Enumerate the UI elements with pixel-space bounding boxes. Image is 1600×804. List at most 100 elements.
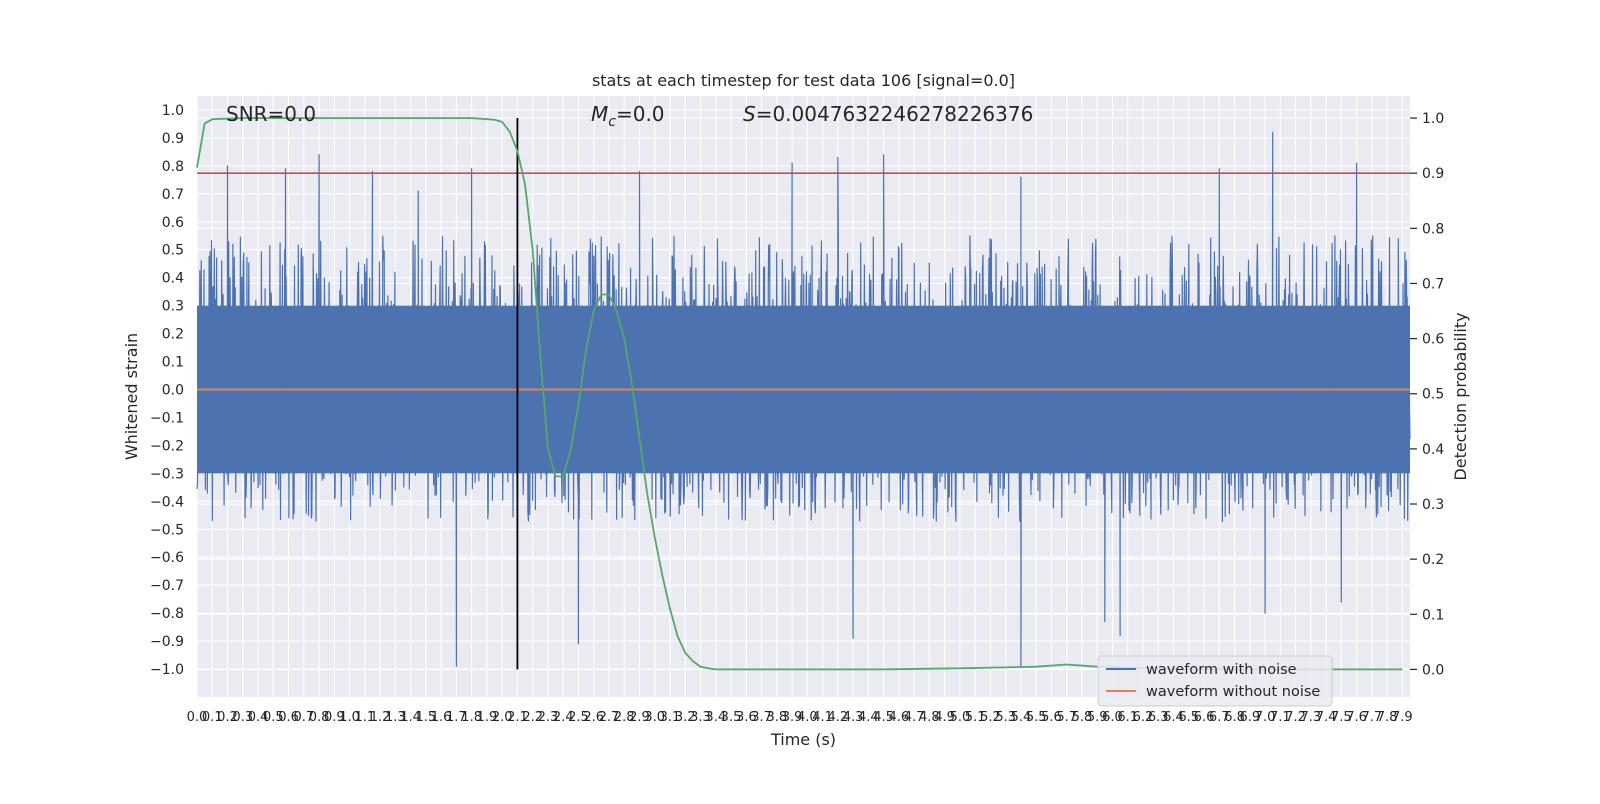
x-tick-label: 0.8 — [309, 710, 330, 725]
x-tick-label: 5.5 — [1026, 710, 1047, 725]
x-tick-label: 6.5 — [1178, 710, 1199, 725]
x-tick-label: 7.5 — [1331, 710, 1352, 725]
x-axis-label: Time (s) — [770, 730, 836, 749]
y-axis-label: Whitened strain — [122, 333, 141, 460]
y2-tick-label: 0.7 — [1422, 276, 1444, 292]
y-tick-label: 0.1 — [162, 355, 184, 371]
chirp-mass-annotation: Mc=0.0 — [591, 102, 665, 130]
x-tick-label: 5.1 — [965, 710, 986, 725]
y2-tick-label: 0.8 — [1422, 221, 1444, 237]
snr-annotation: SNR=0.0 — [226, 102, 316, 126]
s-statistic-symbol: S — [743, 102, 756, 126]
x-tick-label: 7.7 — [1362, 710, 1383, 725]
x-axis-ticks: 0.00.10.20.30.40.50.60.70.80.91.01.11.21… — [187, 710, 1413, 725]
x-tick-label: 7.6 — [1346, 710, 1367, 725]
y-tick-label: −0.2 — [150, 438, 184, 454]
s-statistic-value: =0.0047632246278226376 — [756, 102, 1034, 126]
x-tick-label: 4.8 — [919, 710, 940, 725]
x-tick-label: 6.8 — [1224, 710, 1245, 725]
x-tick-label: 0.0 — [187, 710, 208, 725]
x-tick-label: 1.1 — [354, 710, 375, 725]
x-tick-label: 4.2 — [827, 710, 848, 725]
legend-label-waveform-without-noise: waveform without noise — [1146, 684, 1320, 700]
x-tick-label: 3.5 — [721, 710, 742, 725]
x-tick-label: 0.7 — [293, 710, 314, 725]
y2-tick-label: 0.1 — [1422, 607, 1444, 623]
x-tick-label: 3.1 — [660, 710, 681, 725]
x-tick-label: 3.8 — [766, 710, 787, 725]
x-tick-label: 4.0 — [797, 710, 818, 725]
x-tick-label: 3.2 — [675, 710, 696, 725]
y-tick-label: 0.5 — [162, 243, 184, 259]
x-tick-label: 2.2 — [522, 710, 543, 725]
x-tick-label: 3.6 — [736, 710, 757, 725]
x-tick-label: 3.3 — [690, 710, 711, 725]
y-tick-label: −0.8 — [150, 606, 184, 622]
x-tick-label: 1.8 — [461, 710, 482, 725]
x-tick-label: 7.9 — [1392, 710, 1413, 725]
y2-tick-label: 0.6 — [1422, 332, 1444, 348]
y2-tick-label: 0.2 — [1422, 552, 1444, 568]
y-tick-label: 0.3 — [162, 299, 184, 315]
x-tick-label: 1.4 — [400, 710, 421, 725]
x-tick-label: 2.4 — [553, 710, 574, 725]
x-tick-label: 1.2 — [370, 710, 391, 725]
x-tick-label: 5.2 — [980, 710, 1001, 725]
noisy-waveform-line — [196, 131, 1411, 667]
legend-box — [1097, 655, 1333, 707]
x-tick-label: 2.7 — [599, 710, 620, 725]
x-tick-label: 5.3 — [995, 710, 1016, 725]
x-tick-label: 2.0 — [492, 710, 513, 725]
x-tick-label: 1.0 — [339, 710, 360, 725]
x-tick-label: 7.4 — [1316, 710, 1337, 725]
x-tick-label: 2.5 — [568, 710, 589, 725]
x-tick-label: 6.9 — [1239, 710, 1260, 725]
y2-tick-label: 0.4 — [1422, 442, 1444, 458]
x-tick-label: 7.1 — [1270, 710, 1291, 725]
x-tick-label: 3.4 — [705, 710, 726, 725]
x-tick-label: 5.0 — [950, 710, 971, 725]
y2-axis-ticks: 1.0 0.9 0.8 0.7 0.6 0.5 0.4 0.3 0.2 0.1 0.0 — [1410, 111, 1444, 678]
overlay-lines — [196, 117, 1410, 671]
x-tick-label: 7.0 — [1255, 710, 1276, 725]
x-tick-label: 5.6 — [1041, 710, 1062, 725]
y-tick-label: 0.4 — [162, 271, 184, 287]
x-tick-label: 1.3 — [385, 710, 406, 725]
chirp-mass-value: =0.0 — [616, 102, 665, 126]
chirp-mass-symbol: M — [591, 102, 608, 126]
x-tick-label: 5.4 — [1011, 710, 1032, 725]
y2-tick-label: 0.0 — [1422, 662, 1444, 678]
x-tick-label: 6.0 — [1102, 710, 1123, 725]
x-tick-label: 4.4 — [858, 710, 879, 725]
x-tick-label: 4.5 — [873, 710, 894, 725]
x-tick-label: 7.3 — [1300, 710, 1321, 725]
y-tick-label: 1.0 — [162, 103, 184, 119]
y-tick-label: 0.7 — [162, 187, 184, 203]
y-tick-label: −0.5 — [150, 522, 184, 538]
x-tick-label: 4.9 — [934, 710, 955, 725]
x-tick-label: 4.7 — [904, 710, 925, 725]
x-tick-label: 6.6 — [1194, 710, 1215, 725]
x-tick-label: 2.9 — [629, 710, 650, 725]
x-tick-label: 5.8 — [1072, 710, 1093, 725]
x-tick-label: 1.7 — [446, 710, 467, 725]
x-tick-label: 2.6 — [583, 710, 604, 725]
x-tick-label: 7.8 — [1377, 710, 1398, 725]
x-tick-label: 5.7 — [1056, 710, 1077, 725]
x-tick-label: 0.2 — [217, 710, 238, 725]
x-tick-label: 0.3 — [232, 710, 253, 725]
x-tick-label: 4.6 — [889, 710, 910, 725]
x-tick-label: 2.1 — [507, 710, 528, 725]
x-tick-label: 3.9 — [782, 710, 803, 725]
y-tick-label: −0.7 — [150, 578, 184, 594]
y-tick-label: −1.0 — [150, 662, 184, 678]
x-tick-label: 4.3 — [843, 710, 864, 725]
x-tick-label: 0.9 — [324, 710, 345, 725]
y2-tick-label: 1.0 — [1422, 111, 1444, 127]
x-tick-label: 6.7 — [1209, 710, 1230, 725]
x-tick-label: 5.9 — [1087, 710, 1108, 725]
x-tick-label: 4.1 — [812, 710, 833, 725]
y-tick-label: 0.8 — [162, 159, 184, 175]
y-tick-label: 0.2 — [162, 327, 184, 343]
